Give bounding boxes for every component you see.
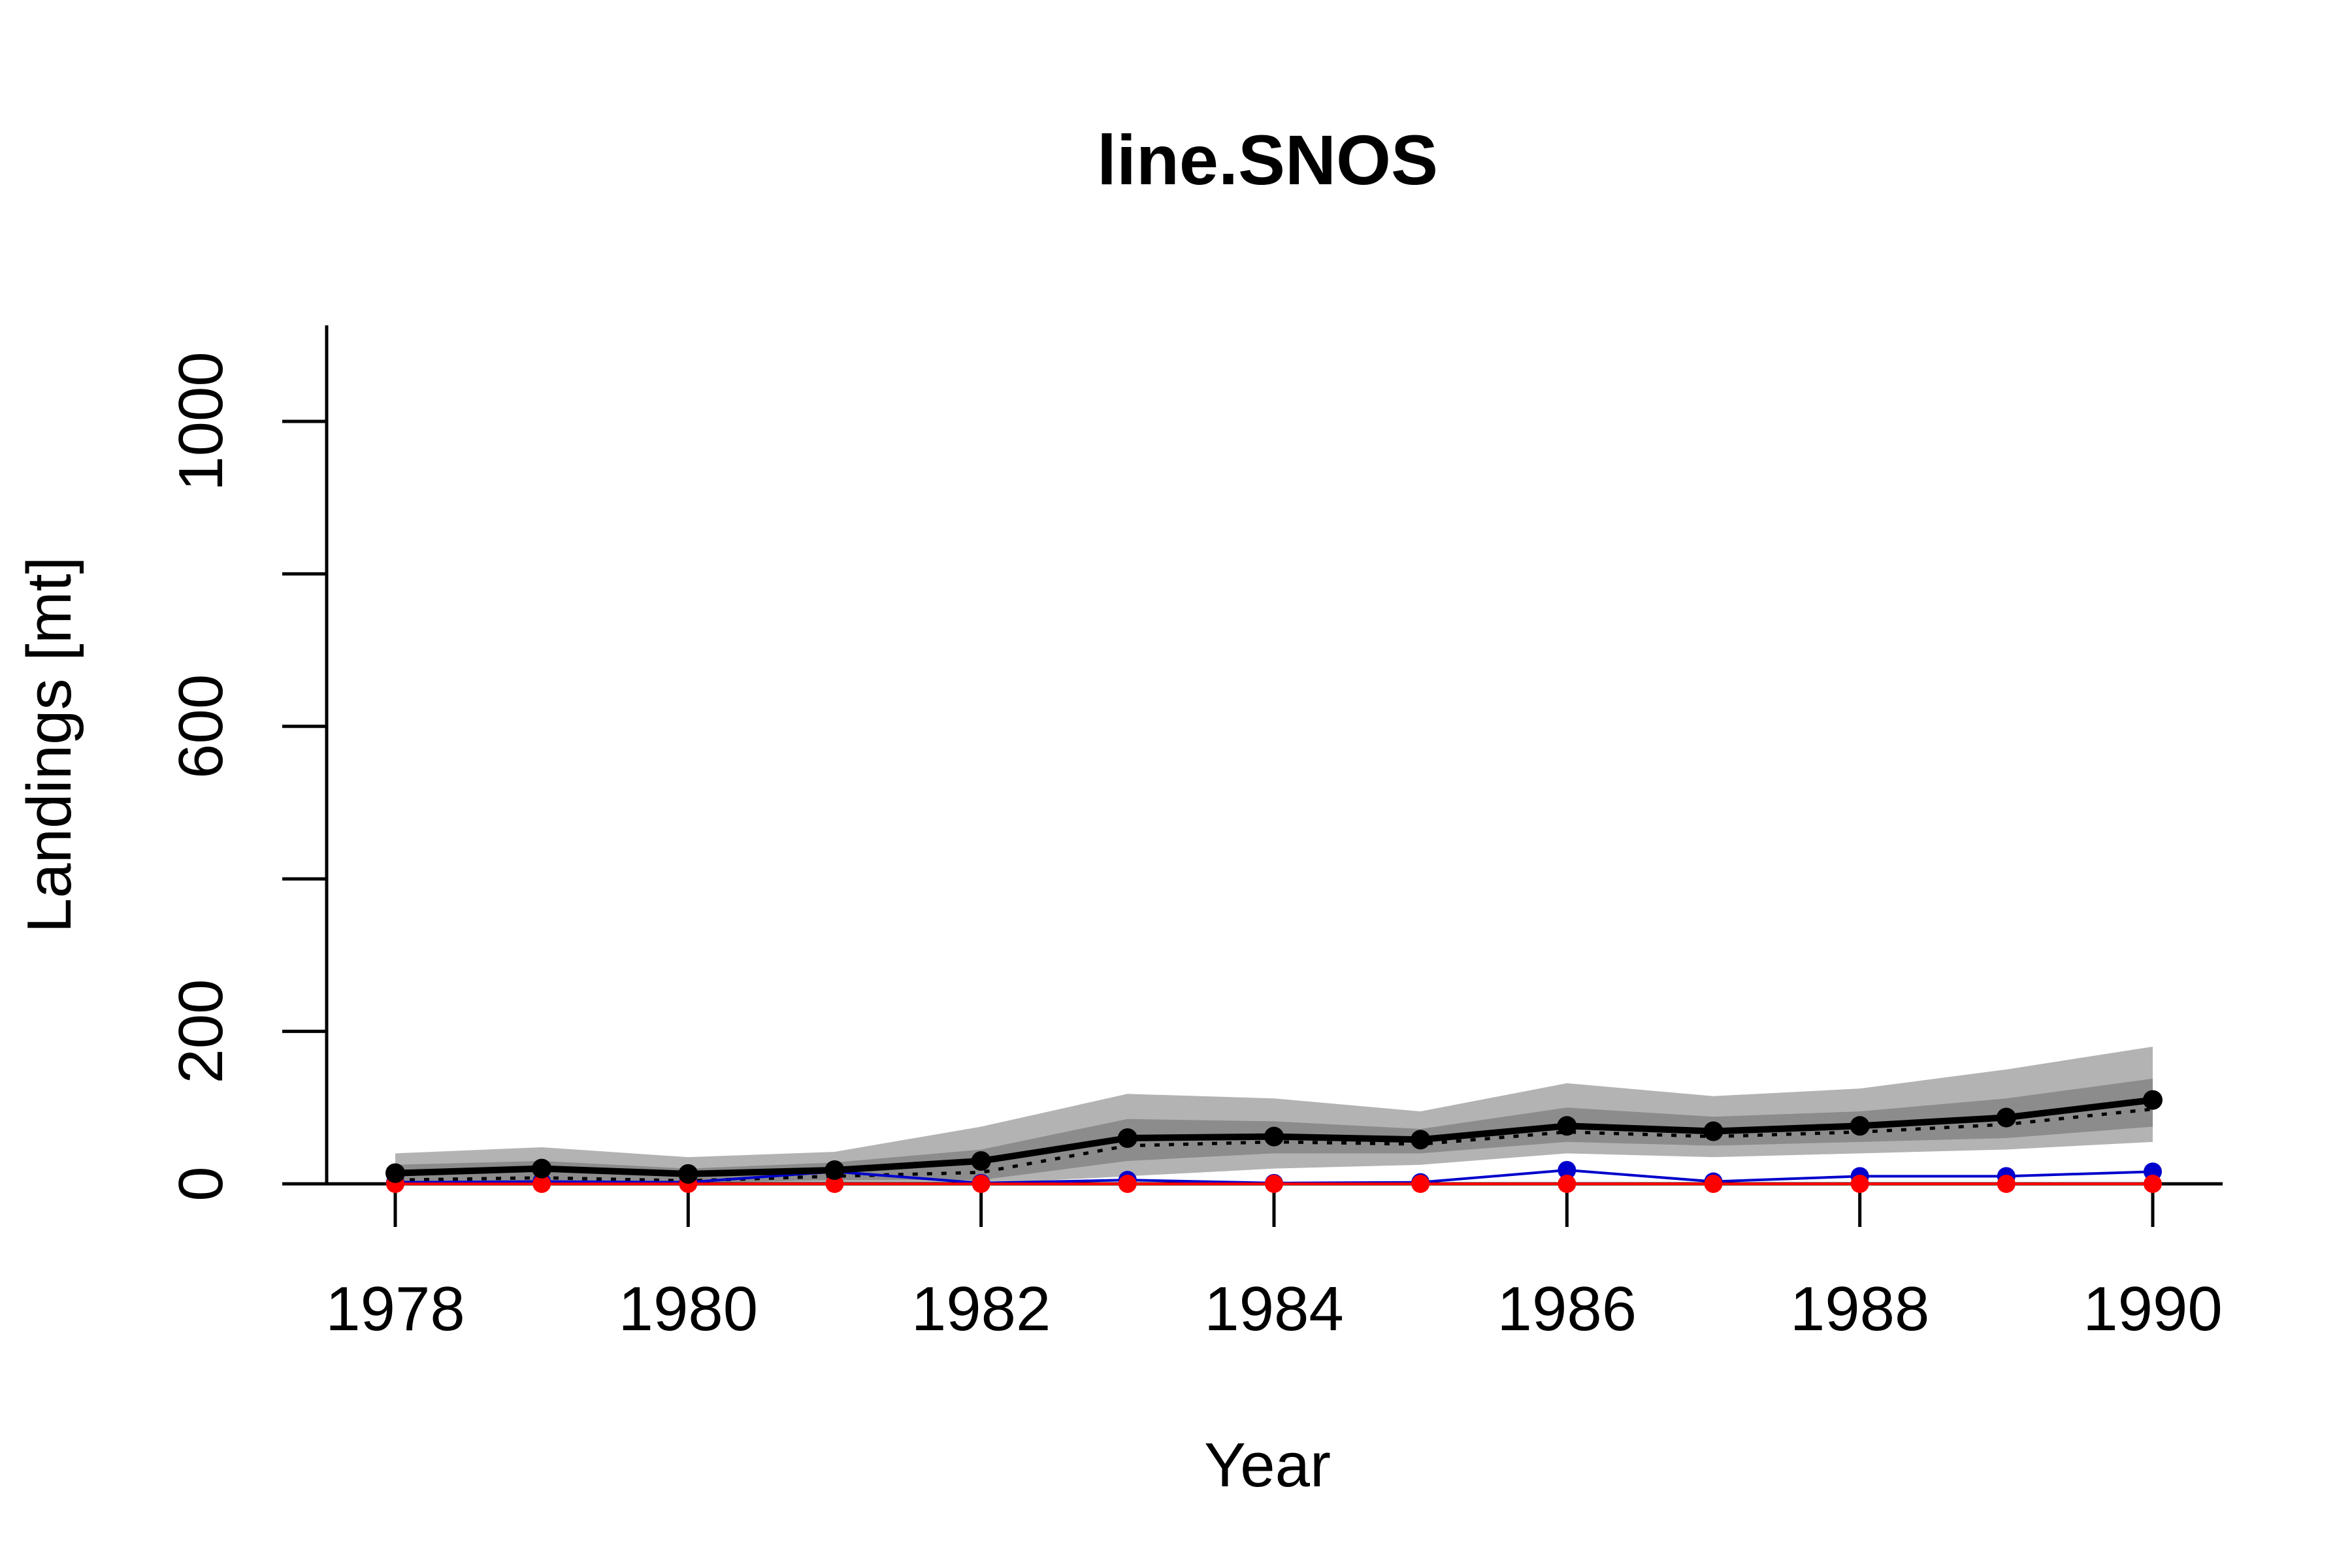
series-0-point-1988 bbox=[1850, 1116, 1870, 1136]
series-2-point-1986 bbox=[1558, 1160, 1576, 1179]
y-tick-label-600: 600 bbox=[166, 674, 236, 779]
series-0-point-1990 bbox=[2143, 1090, 2163, 1110]
x-tick-label-1978: 1978 bbox=[325, 1274, 465, 1344]
series-3-point-1985 bbox=[1411, 1175, 1430, 1193]
series-0-point-1984 bbox=[1264, 1126, 1284, 1147]
series-3-point-1979 bbox=[532, 1175, 551, 1193]
series-3-point-1984 bbox=[1265, 1175, 1283, 1193]
series-0-point-1978 bbox=[385, 1163, 405, 1183]
plot-area: 0 200 600 1000 1978 1980 1982 1984 1986 1988 1990 bbox=[166, 325, 2223, 1344]
y-tick-label-1000: 1000 bbox=[166, 351, 236, 491]
y-tick-label-200: 200 bbox=[166, 979, 236, 1084]
series-3-point-1983 bbox=[1118, 1175, 1137, 1193]
x-tick-label-1980: 1980 bbox=[619, 1274, 759, 1344]
series-3-point-1987 bbox=[1704, 1175, 1723, 1193]
series-0-point-1986 bbox=[1557, 1116, 1577, 1136]
x-tick-label-1988: 1988 bbox=[1790, 1274, 1930, 1344]
chart-title: line.SNOS bbox=[1097, 120, 1438, 199]
series-0-point-1985 bbox=[1411, 1130, 1431, 1150]
series-3-point-1982 bbox=[972, 1175, 990, 1193]
band-0 bbox=[395, 1046, 2153, 1184]
series-0-point-1982 bbox=[971, 1151, 991, 1171]
series-3-point-1989 bbox=[1997, 1175, 2016, 1193]
x-tick-label-1986: 1986 bbox=[1497, 1274, 1637, 1344]
series-0-point-1981 bbox=[825, 1160, 845, 1180]
series-0-point-1983 bbox=[1117, 1128, 1137, 1148]
x-tick-label-1984: 1984 bbox=[1204, 1274, 1344, 1344]
series-0-point-1980 bbox=[678, 1164, 698, 1184]
y-axis-label: Landings [mt] bbox=[14, 557, 84, 933]
x-tick-label-1982: 1982 bbox=[911, 1274, 1051, 1344]
series-3-point-1986 bbox=[1558, 1175, 1576, 1193]
x-tick-label-1990: 1990 bbox=[2083, 1274, 2223, 1344]
series-3-point-1981 bbox=[825, 1175, 844, 1193]
series-0-point-1989 bbox=[1996, 1107, 2016, 1128]
series-3-point-1990 bbox=[2144, 1175, 2162, 1193]
y-tick-label-0: 0 bbox=[166, 1166, 236, 1201]
series-0-point-1979 bbox=[532, 1158, 552, 1179]
series-3-point-1988 bbox=[1850, 1175, 1869, 1193]
series-0-point-1987 bbox=[1703, 1121, 1723, 1141]
x-axis-label: Year bbox=[1204, 1430, 1331, 1500]
